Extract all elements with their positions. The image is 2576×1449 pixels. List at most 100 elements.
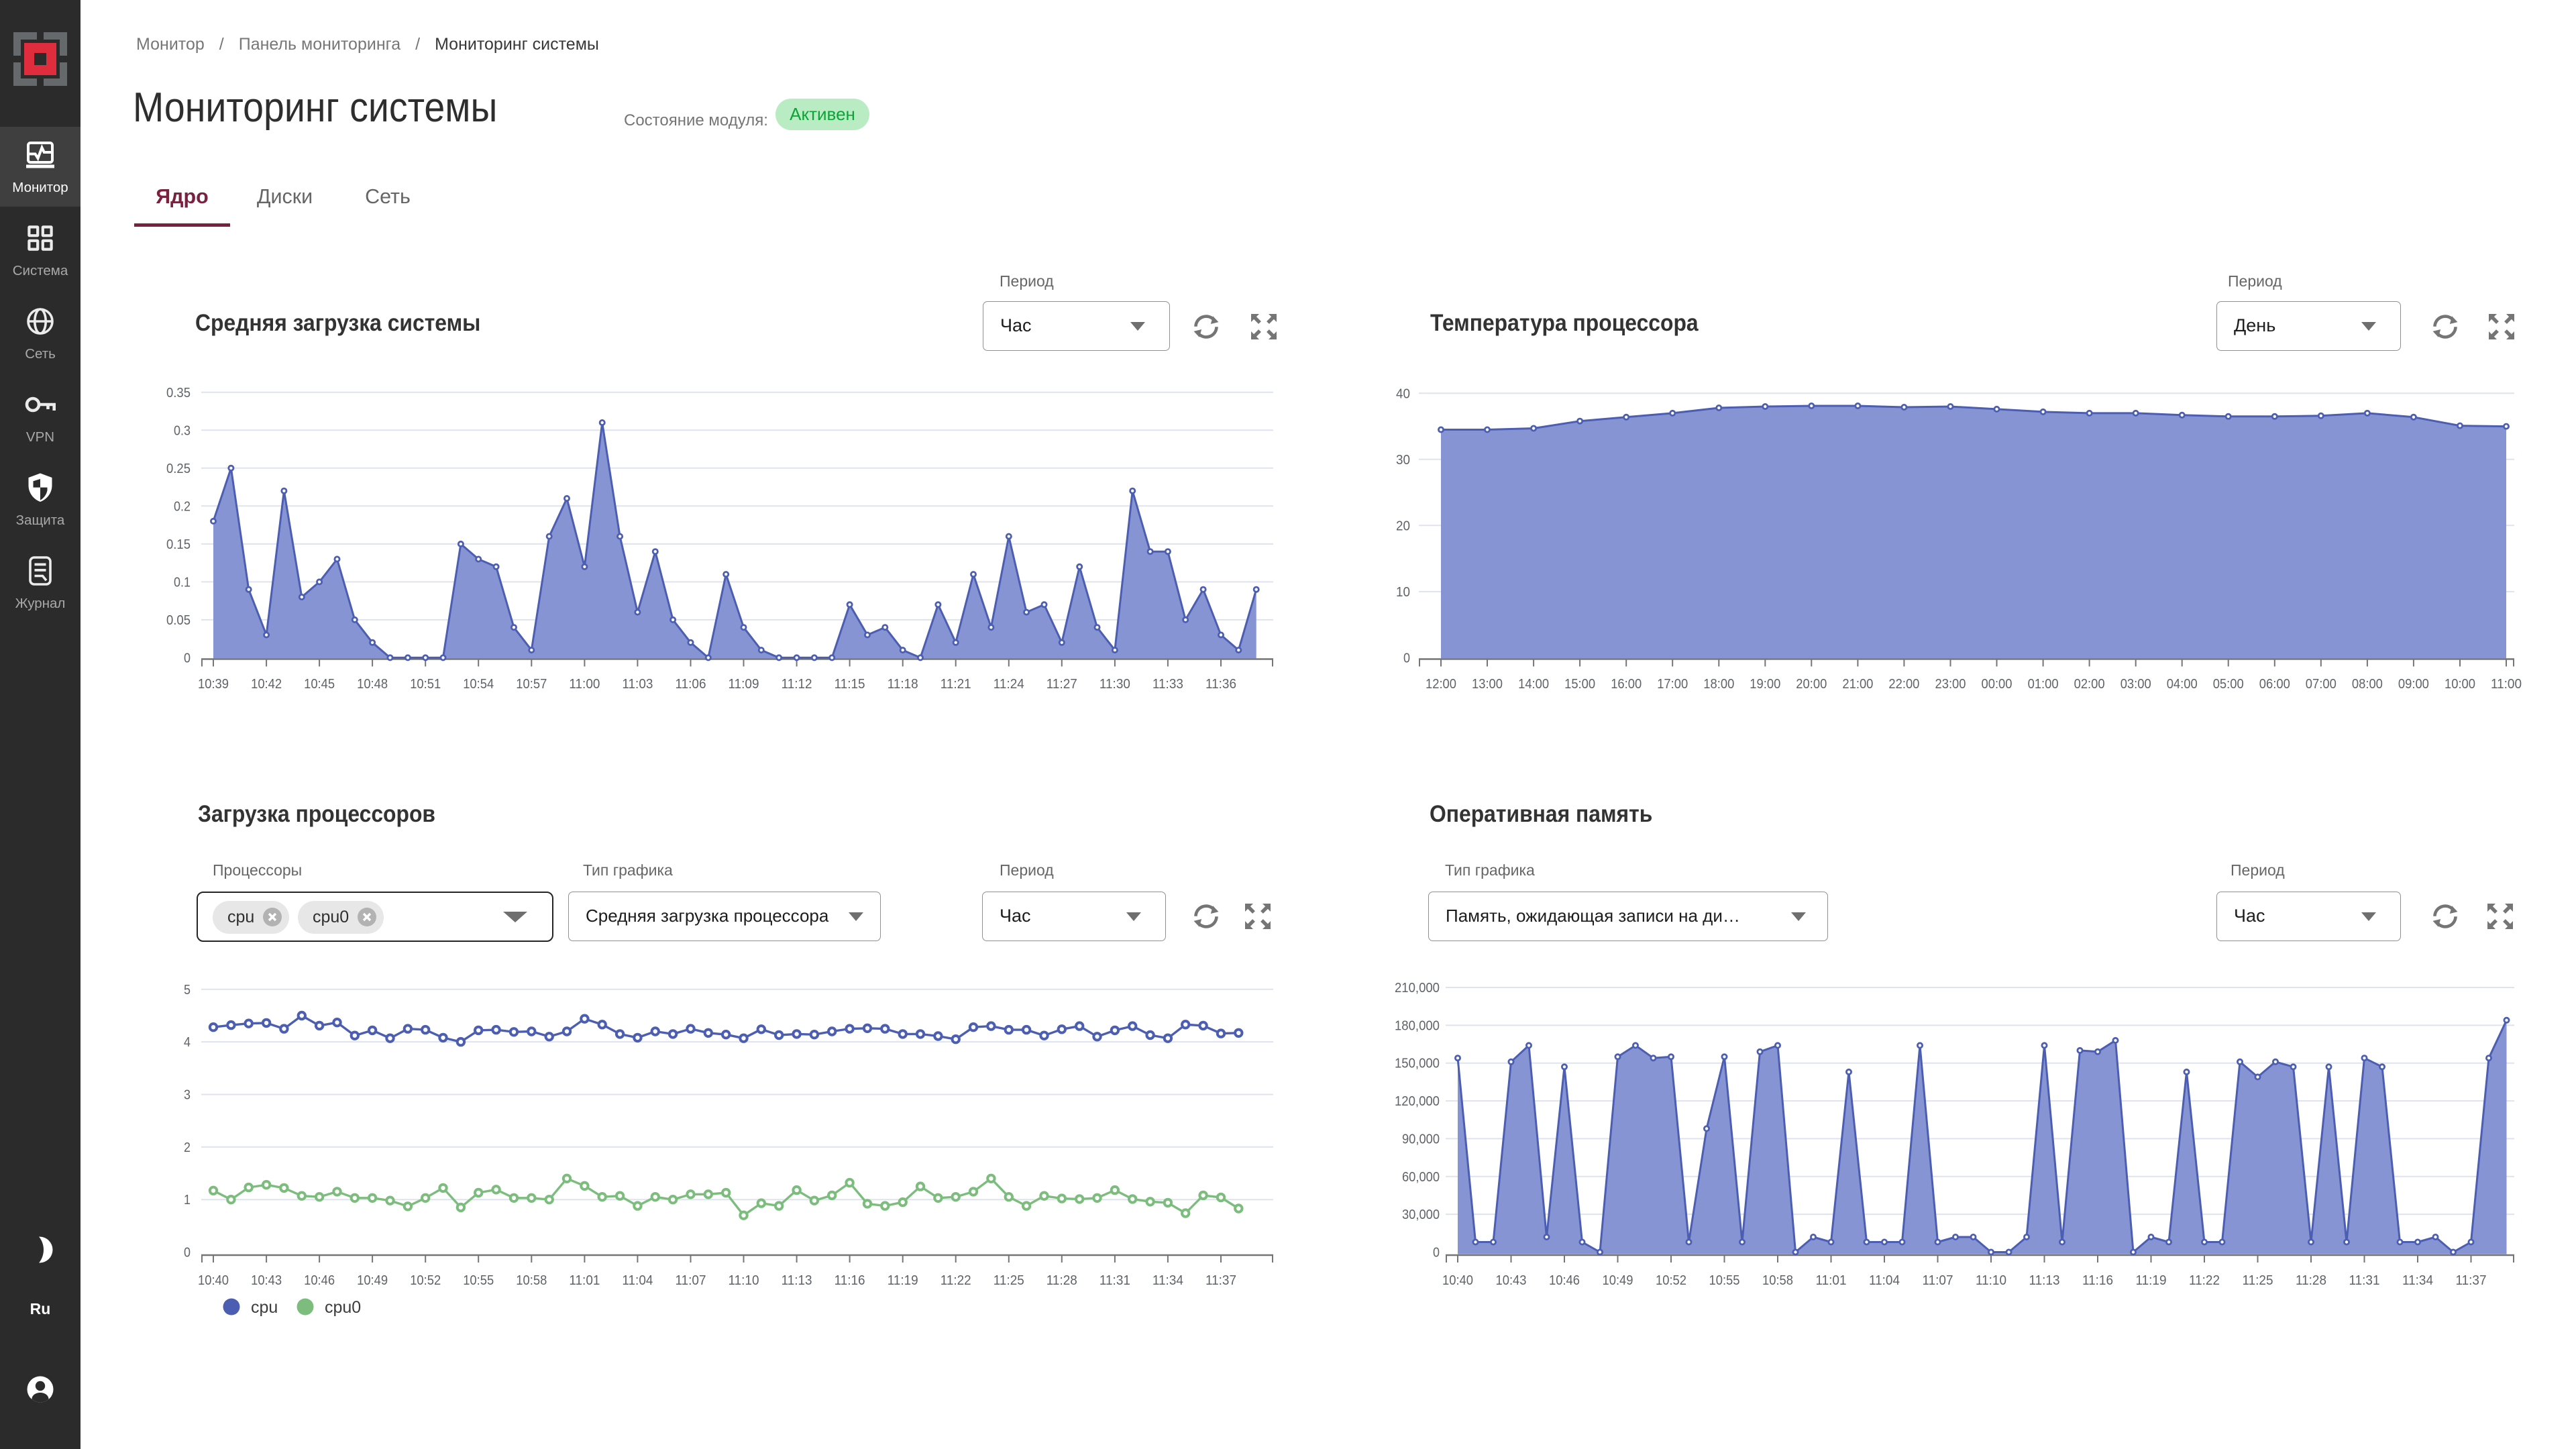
- svg-text:10:46: 10:46: [304, 1273, 335, 1288]
- svg-text:11:04: 11:04: [622, 1273, 653, 1288]
- svg-text:10:42: 10:42: [251, 676, 282, 692]
- svg-text:18:00: 18:00: [1703, 676, 1734, 692]
- svg-text:10:49: 10:49: [1603, 1273, 1633, 1288]
- svg-text:04:00: 04:00: [2167, 676, 2198, 692]
- svg-text:0: 0: [184, 650, 191, 665]
- svg-text:10:43: 10:43: [251, 1273, 282, 1288]
- svg-text:10:45: 10:45: [304, 676, 335, 692]
- svg-text:10:57: 10:57: [516, 676, 547, 692]
- svg-text:0: 0: [1433, 1245, 1440, 1260]
- svg-text:11:15: 11:15: [835, 676, 865, 692]
- svg-text:11:18: 11:18: [888, 676, 918, 692]
- svg-text:40: 40: [1396, 386, 1410, 401]
- svg-text:11:01: 11:01: [1816, 1273, 1847, 1288]
- svg-text:11:06: 11:06: [676, 676, 706, 692]
- svg-text:0.05: 0.05: [166, 612, 191, 628]
- svg-text:14:00: 14:00: [1518, 676, 1549, 692]
- svg-text:02:00: 02:00: [2074, 676, 2105, 692]
- svg-text:11:34: 11:34: [1152, 1273, 1183, 1288]
- svg-text:10:58: 10:58: [516, 1273, 547, 1288]
- svg-text:13:00: 13:00: [1472, 676, 1503, 692]
- svg-text:11:22: 11:22: [941, 1273, 971, 1288]
- svg-text:11:03: 11:03: [622, 676, 653, 692]
- svg-text:10:55: 10:55: [463, 1273, 494, 1288]
- svg-text:11:12: 11:12: [782, 676, 812, 692]
- svg-text:07:00: 07:00: [2306, 676, 2337, 692]
- svg-text:180,000: 180,000: [1395, 1018, 1440, 1033]
- svg-text:10:40: 10:40: [198, 1273, 229, 1288]
- svg-text:16:00: 16:00: [1611, 676, 1642, 692]
- svg-text:11:25: 11:25: [2243, 1273, 2273, 1288]
- svg-text:0: 0: [184, 1245, 191, 1260]
- svg-text:10:48: 10:48: [357, 676, 388, 692]
- svg-text:03:00: 03:00: [2121, 676, 2151, 692]
- svg-text:11:19: 11:19: [2136, 1273, 2167, 1288]
- svg-text:120,000: 120,000: [1395, 1093, 1440, 1109]
- svg-text:15:00: 15:00: [1564, 676, 1595, 692]
- svg-text:10:43: 10:43: [1496, 1273, 1527, 1288]
- svg-text:11:10: 11:10: [729, 1273, 759, 1288]
- svg-text:5: 5: [184, 982, 191, 998]
- svg-text:11:16: 11:16: [835, 1273, 865, 1288]
- svg-text:2: 2: [184, 1140, 191, 1155]
- svg-text:0.25: 0.25: [166, 461, 191, 476]
- svg-text:05:00: 05:00: [2213, 676, 2244, 692]
- svg-text:21:00: 21:00: [1842, 676, 1873, 692]
- svg-text:11:37: 11:37: [1205, 1273, 1236, 1288]
- svg-text:4: 4: [184, 1034, 191, 1050]
- svg-text:60,000: 60,000: [1402, 1169, 1440, 1185]
- svg-text:11:13: 11:13: [2029, 1273, 2060, 1288]
- svg-text:10:54: 10:54: [463, 676, 494, 692]
- svg-text:09:00: 09:00: [2398, 676, 2429, 692]
- svg-text:11:09: 11:09: [729, 676, 759, 692]
- svg-text:30: 30: [1396, 452, 1410, 468]
- svg-text:150,000: 150,000: [1395, 1056, 1440, 1071]
- svg-text:19:00: 19:00: [1750, 676, 1780, 692]
- svg-text:11:07: 11:07: [1923, 1273, 1953, 1288]
- svg-text:06:00: 06:00: [2259, 676, 2290, 692]
- svg-text:12:00: 12:00: [1426, 676, 1456, 692]
- svg-text:17:00: 17:00: [1657, 676, 1688, 692]
- svg-text:08:00: 08:00: [2352, 676, 2383, 692]
- svg-text:10:52: 10:52: [410, 1273, 441, 1288]
- svg-text:210,000: 210,000: [1395, 980, 1440, 996]
- svg-text:90,000: 90,000: [1402, 1131, 1440, 1146]
- svg-text:30,000: 30,000: [1402, 1207, 1440, 1222]
- svg-text:11:10: 11:10: [1976, 1273, 2006, 1288]
- svg-text:11:31: 11:31: [2349, 1273, 2380, 1288]
- svg-text:11:31: 11:31: [1099, 1273, 1130, 1288]
- svg-text:10:52: 10:52: [1656, 1273, 1686, 1288]
- svg-text:22:00: 22:00: [1888, 676, 1919, 692]
- svg-text:10:58: 10:58: [1762, 1273, 1793, 1288]
- svg-text:10:49: 10:49: [357, 1273, 388, 1288]
- svg-text:0.15: 0.15: [166, 537, 191, 552]
- svg-text:11:33: 11:33: [1152, 676, 1183, 692]
- svg-text:11:36: 11:36: [1205, 676, 1236, 692]
- svg-text:10:51: 10:51: [410, 676, 441, 692]
- svg-text:1: 1: [184, 1192, 191, 1208]
- svg-text:cpu: cpu: [251, 1298, 278, 1317]
- svg-text:20: 20: [1396, 518, 1410, 533]
- svg-text:10:55: 10:55: [1709, 1273, 1740, 1288]
- svg-text:0.1: 0.1: [174, 574, 191, 590]
- svg-text:10:00: 10:00: [2445, 676, 2475, 692]
- svg-text:cpu0: cpu0: [325, 1298, 361, 1317]
- svg-text:11:07: 11:07: [676, 1273, 706, 1288]
- svg-text:10: 10: [1396, 584, 1410, 600]
- svg-text:11:21: 11:21: [941, 676, 971, 692]
- svg-text:11:13: 11:13: [782, 1273, 812, 1288]
- svg-text:01:00: 01:00: [2028, 676, 2059, 692]
- svg-text:11:24: 11:24: [994, 676, 1024, 692]
- svg-text:11:28: 11:28: [1046, 1273, 1077, 1288]
- svg-text:11:04: 11:04: [1869, 1273, 1900, 1288]
- svg-text:0.3: 0.3: [174, 423, 191, 438]
- svg-text:00:00: 00:00: [1982, 676, 2012, 692]
- svg-text:11:22: 11:22: [2189, 1273, 2220, 1288]
- svg-text:0.2: 0.2: [174, 498, 191, 514]
- svg-text:11:28: 11:28: [2296, 1273, 2326, 1288]
- svg-text:11:25: 11:25: [994, 1273, 1024, 1288]
- svg-text:10:40: 10:40: [1442, 1273, 1473, 1288]
- svg-text:11:34: 11:34: [2402, 1273, 2433, 1288]
- svg-text:20:00: 20:00: [1796, 676, 1827, 692]
- svg-text:3: 3: [184, 1087, 191, 1103]
